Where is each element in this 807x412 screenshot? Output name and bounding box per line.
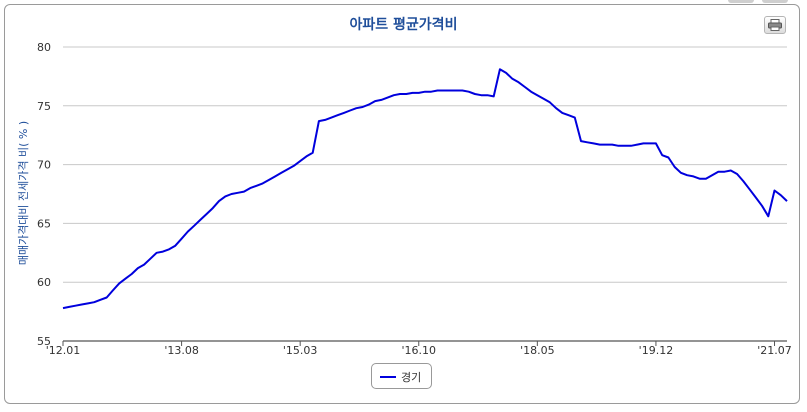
series-line-gyeonggi xyxy=(62,68,788,310)
x-tick-label: '13.08 xyxy=(164,344,199,357)
x-axis: '12.01 '13.08 '15.03 '16.10 '18.05 '19.12 '21.… xyxy=(46,340,792,357)
x-tick-label: '19.12 xyxy=(639,344,674,357)
x-tick-label: '12.01 xyxy=(46,344,81,357)
x-tick-label: '21.07 xyxy=(757,344,792,357)
legend[interactable]: 경기 xyxy=(371,363,432,389)
y-axis-title: 매매가격대비 전세가격 비( % ) xyxy=(17,121,30,265)
x-tick-label: '16.10 xyxy=(402,344,437,357)
y-tick-label: 60 xyxy=(37,276,51,289)
legend-swatch xyxy=(380,376,396,378)
print-button[interactable] xyxy=(764,16,786,34)
chart-frame xyxy=(4,4,800,404)
y-tick-label: 65 xyxy=(37,217,51,230)
legend-label: 경기 xyxy=(401,371,422,384)
y-tick-label: 80 xyxy=(37,41,51,54)
x-tick-label: '15.03 xyxy=(283,344,318,357)
y-tick-label: 70 xyxy=(37,159,51,172)
top-tabs xyxy=(728,0,798,4)
y-tick-label: 55 xyxy=(37,335,51,348)
series-layer xyxy=(62,68,788,310)
top-tab-left[interactable] xyxy=(728,0,754,3)
chart-title: 아파트 평균가격비 xyxy=(349,17,458,33)
y-tick-label: 75 xyxy=(37,100,51,113)
y-axis-ticks: 55 60 65 70 75 80 xyxy=(37,41,51,348)
printer-icon xyxy=(768,19,782,31)
top-tab-right[interactable] xyxy=(762,0,788,3)
x-tick-label: '18.05 xyxy=(520,344,555,357)
